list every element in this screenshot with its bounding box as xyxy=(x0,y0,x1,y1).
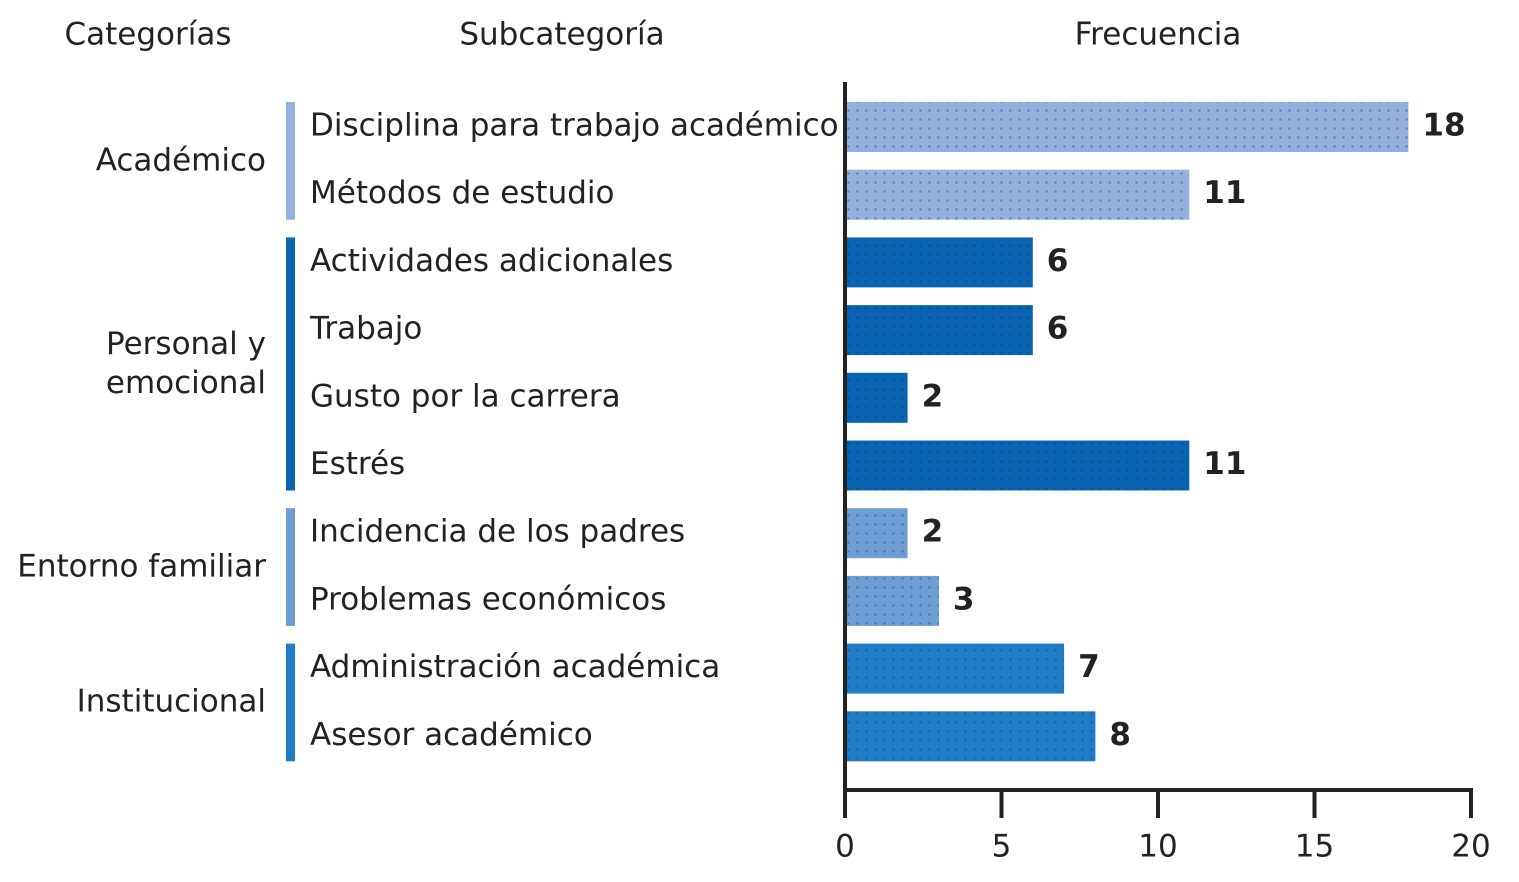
value-label: 18 xyxy=(1422,108,1465,144)
bar xyxy=(847,575,939,626)
value-label: 11 xyxy=(1203,446,1246,482)
category-header: Categorías xyxy=(64,17,231,53)
x-tick-label: 15 xyxy=(1295,829,1334,865)
x-tick-label: 5 xyxy=(992,829,1012,865)
group-bracket xyxy=(286,508,295,626)
subcategory-label: Asesor académico xyxy=(310,717,593,753)
bar xyxy=(847,237,1033,288)
group-bracket xyxy=(286,102,295,220)
value-label: 11 xyxy=(1203,175,1246,211)
bar xyxy=(847,102,1409,152)
value-label: 3 xyxy=(953,581,975,617)
x-tick-label: 20 xyxy=(1451,829,1490,865)
subcategory-label: Actividades adicionales xyxy=(310,243,673,279)
subcategory-label: Estrés xyxy=(310,446,405,482)
value-label: 2 xyxy=(922,514,944,550)
subcategory-label: Problemas económicos xyxy=(310,581,666,617)
value-label: 6 xyxy=(1047,311,1069,347)
value-label: 6 xyxy=(1047,243,1069,279)
bar xyxy=(847,440,1190,491)
subcategory-label: Administración académica xyxy=(310,649,720,685)
value-label: 2 xyxy=(922,378,944,414)
subcategory-label: Métodos de estudio xyxy=(310,175,614,211)
bar xyxy=(847,643,1065,694)
value-label: 8 xyxy=(1109,717,1131,753)
subcategory-label: Incidencia de los padres xyxy=(310,514,685,550)
value-label: 7 xyxy=(1078,649,1100,685)
bar xyxy=(847,372,908,423)
group-bracket xyxy=(286,237,295,491)
x-tick-label: 0 xyxy=(835,829,855,865)
bar xyxy=(847,508,908,559)
subcategory-header: Subcategoría xyxy=(459,17,664,53)
bar xyxy=(847,305,1033,356)
x-axis-title: Frecuencia xyxy=(1075,17,1242,53)
bar xyxy=(847,711,1096,762)
category-label: Institucional xyxy=(76,683,266,720)
bar xyxy=(847,169,1190,220)
category-label: Académico xyxy=(95,142,266,179)
category-label: Personal y emocional xyxy=(105,325,266,401)
subcategory-label: Disciplina para trabajo académico xyxy=(310,108,839,144)
category-label: Entorno familiar xyxy=(17,548,266,585)
group-bracket xyxy=(286,643,295,762)
x-tick-label: 10 xyxy=(1138,829,1177,865)
subcategory-label: Trabajo xyxy=(309,311,422,347)
subcategory-label: Gusto por la carrera xyxy=(310,378,621,414)
